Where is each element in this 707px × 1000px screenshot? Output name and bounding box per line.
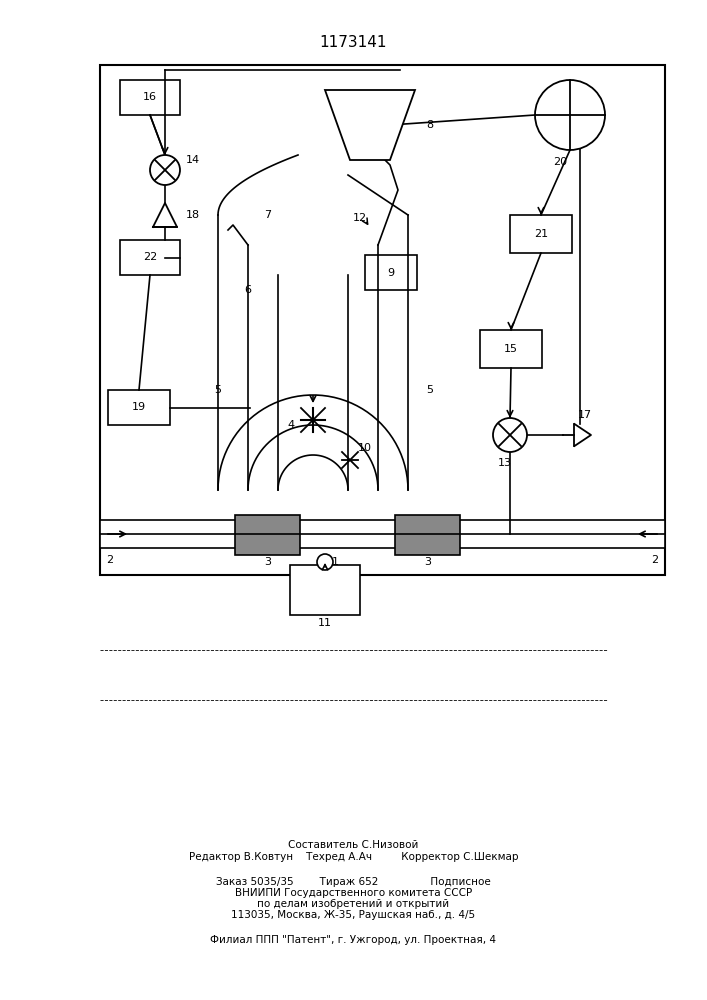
Text: 3: 3 — [424, 557, 431, 567]
Text: 14: 14 — [186, 155, 200, 165]
Circle shape — [535, 80, 605, 150]
Text: по делам изобретений и открытий: по делам изобретений и открытий — [257, 899, 450, 909]
Circle shape — [150, 155, 180, 185]
Bar — [120, 80, 180, 115]
Bar — [100, 520, 665, 548]
Text: 5: 5 — [214, 385, 221, 395]
Text: 2: 2 — [651, 555, 658, 565]
Bar — [120, 240, 180, 275]
Text: 20: 20 — [553, 157, 567, 167]
Text: 3: 3 — [264, 557, 271, 567]
Text: 7: 7 — [264, 210, 271, 220]
Text: 1173141: 1173141 — [320, 35, 387, 50]
Text: 18: 18 — [186, 210, 200, 220]
Polygon shape — [325, 90, 415, 160]
Text: 8: 8 — [426, 120, 433, 130]
Text: 113035, Москва, Ж-35, Раушская наб., д. 4/5: 113035, Москва, Ж-35, Раушская наб., д. … — [231, 910, 476, 920]
Text: Редактор В.Ковтун    Техред А.Ач         Корректор С.Шекмар: Редактор В.Ковтун Техред А.Ач Корректор … — [189, 852, 518, 862]
Bar — [108, 390, 170, 425]
Circle shape — [317, 554, 333, 570]
Text: Филиал ППП "Патент", г. Ужгород, ул. Проектная, 4: Филиал ППП "Патент", г. Ужгород, ул. Про… — [211, 935, 496, 945]
Text: 1: 1 — [332, 557, 339, 567]
Text: 22: 22 — [143, 252, 157, 262]
Bar — [510, 215, 572, 253]
Bar — [100, 65, 665, 575]
Text: 17: 17 — [578, 410, 592, 420]
Text: 9: 9 — [387, 267, 395, 277]
Bar — [235, 515, 300, 555]
Bar — [480, 330, 542, 368]
Text: Составитель С.Низовой: Составитель С.Низовой — [288, 840, 419, 850]
Text: 11: 11 — [318, 618, 332, 628]
Circle shape — [493, 418, 527, 452]
Text: 13: 13 — [498, 458, 512, 468]
Text: 4: 4 — [288, 420, 295, 430]
Text: 10: 10 — [358, 443, 372, 453]
Bar — [290, 565, 360, 615]
Text: 2: 2 — [107, 555, 114, 565]
Text: 21: 21 — [534, 229, 548, 239]
Text: 12: 12 — [353, 213, 367, 223]
Bar — [365, 255, 417, 290]
Bar — [395, 515, 460, 555]
Text: 5: 5 — [426, 385, 433, 395]
Text: 15: 15 — [504, 344, 518, 354]
Text: Заказ 5035/35        Тираж 652                Подписное: Заказ 5035/35 Тираж 652 Подписное — [216, 877, 491, 887]
Text: ВНИИПИ Государственного комитета СССР: ВНИИПИ Государственного комитета СССР — [235, 888, 472, 898]
Text: 16: 16 — [143, 93, 157, 103]
Text: 6: 6 — [245, 285, 252, 295]
Text: 19: 19 — [132, 402, 146, 412]
